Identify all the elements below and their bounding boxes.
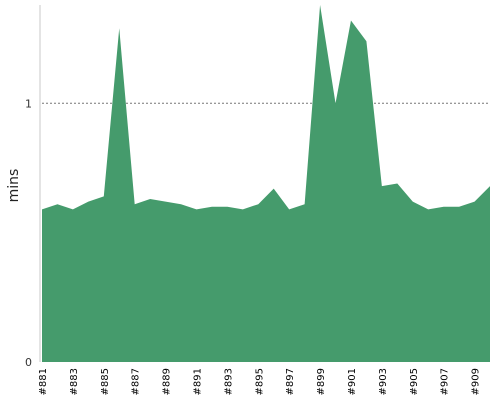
y-axis-ticks: 01 (25, 97, 32, 369)
x-tick-label: #895 (254, 368, 265, 395)
x-tick-label: #905 (409, 368, 420, 395)
x-tick-label: #903 (378, 368, 389, 395)
y-tick-label: 0 (25, 356, 32, 369)
x-tick-label: #891 (192, 368, 203, 395)
x-tick-label: #881 (38, 368, 49, 395)
x-tick-label: #883 (69, 368, 80, 395)
x-tick-label: #907 (440, 368, 451, 395)
x-tick-label: #897 (285, 368, 296, 395)
x-tick-label: #885 (100, 368, 111, 395)
x-tick-label: #887 (131, 368, 142, 395)
y-tick-label: 1 (25, 97, 32, 110)
x-tick-label: #901 (347, 368, 358, 395)
x-tick-label: #889 (162, 368, 173, 395)
x-tick-label: #893 (223, 368, 234, 395)
y-axis-label: mins (6, 169, 22, 203)
area-series (42, 5, 490, 362)
x-tick-label: #899 (316, 368, 327, 395)
x-tick-label: #909 (471, 368, 482, 395)
x-axis-ticks: #881 #883 #885 #887 #889 #891 #893 #895 #897 #899… (38, 368, 482, 395)
